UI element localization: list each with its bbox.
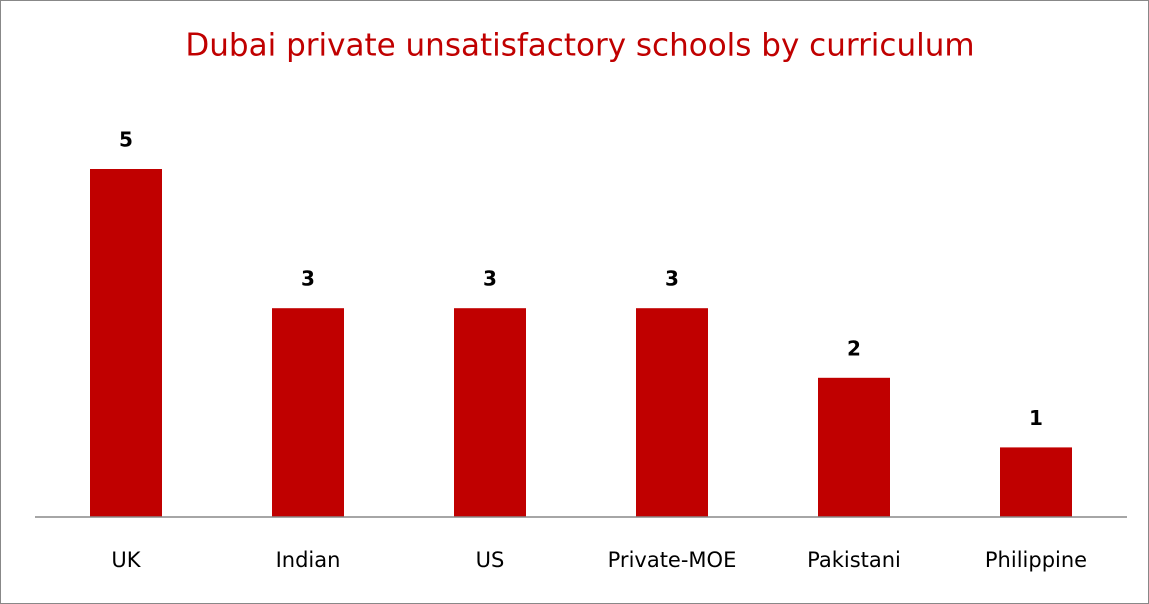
bar (90, 169, 162, 517)
value-label: 3 (483, 267, 497, 291)
bar (818, 377, 890, 517)
x-tick-label: Philippine (985, 548, 1087, 572)
value-label: 1 (1029, 406, 1043, 430)
value-label: 2 (847, 336, 861, 360)
bar (636, 308, 708, 517)
x-tick-label: Indian (276, 548, 341, 572)
x-tick-label: US (476, 548, 505, 572)
value-label: 3 (301, 267, 315, 291)
x-tick-label: UK (111, 548, 141, 572)
chart-title: Dubai private unsatisfactory schools by … (185, 28, 974, 64)
x-tick-label: Private-MOE (608, 548, 737, 572)
value-label: 5 (119, 128, 133, 152)
bar (1000, 447, 1072, 517)
x-tick-label: Pakistani (807, 548, 901, 572)
bar (272, 308, 344, 517)
value-label: 3 (665, 267, 679, 291)
bar (454, 308, 526, 517)
